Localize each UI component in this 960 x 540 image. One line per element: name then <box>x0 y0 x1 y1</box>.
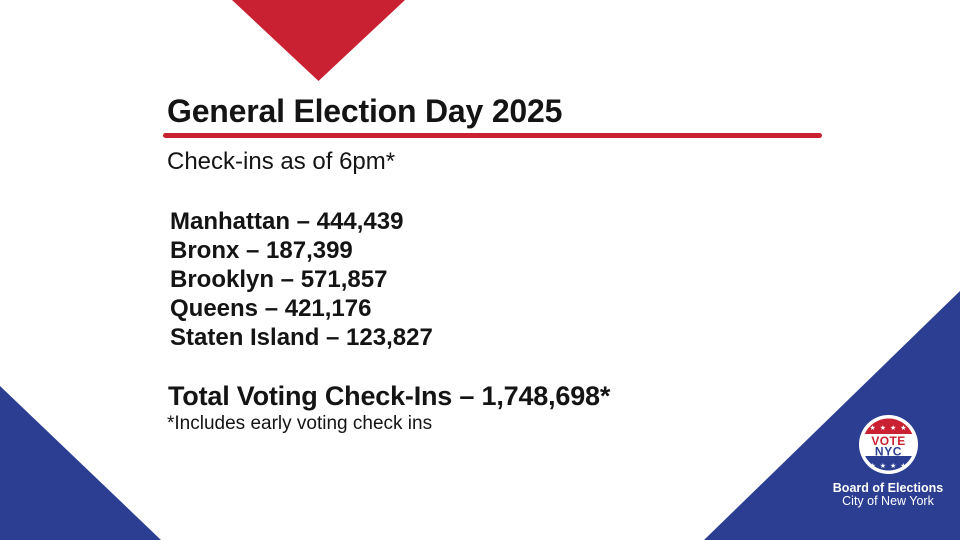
logo-nyc-text: NYC <box>875 445 902 459</box>
red-chevron-banner <box>232 0 405 81</box>
logo-blue-band <box>862 456 915 471</box>
org-city-line: City of New York <box>842 494 934 508</box>
borough-row-brooklyn: Brooklyn – 571,857 <box>170 266 388 293</box>
logo-red-band <box>862 418 915 434</box>
org-name-line: Board of Elections <box>832 481 944 495</box>
board-of-elections-caption: Board of Elections City of New York <box>813 482 960 508</box>
total-checkins-line: Total Voting Check-Ins – 1,748,698* <box>168 381 611 411</box>
borough-row-bronx: Bronx – 187,399 <box>170 237 353 264</box>
bottom-left-blue-triangle <box>0 386 161 540</box>
logo-stars-bottom-icon: ★ ★ ★ ★ <box>870 462 908 470</box>
title-underline <box>163 133 822 138</box>
logo-vote-text: VOTE <box>871 434 905 448</box>
borough-row-manhattan: Manhattan – 444,439 <box>170 208 404 235</box>
borough-row-staten-island: Staten Island – 123,827 <box>170 324 433 351</box>
slide-title: General Election Day 2025 <box>167 93 563 129</box>
subtitle-checkins-asof: Check-ins as of 6pm* <box>167 148 396 175</box>
borough-row-queens: Queens – 421,176 <box>170 295 372 322</box>
footnote-early-voting: *Includes early voting check ins <box>167 413 433 434</box>
borough-checkin-list: Manhattan – 444,439 Bronx – 187,399 Broo… <box>170 207 433 352</box>
vote-nyc-logo: ★ ★ ★ ★ VOTE NYC ★ ★ ★ ★ <box>859 415 918 474</box>
logo-stars-top-icon: ★ ★ ★ ★ <box>870 424 908 432</box>
logo-white-band <box>862 434 915 456</box>
